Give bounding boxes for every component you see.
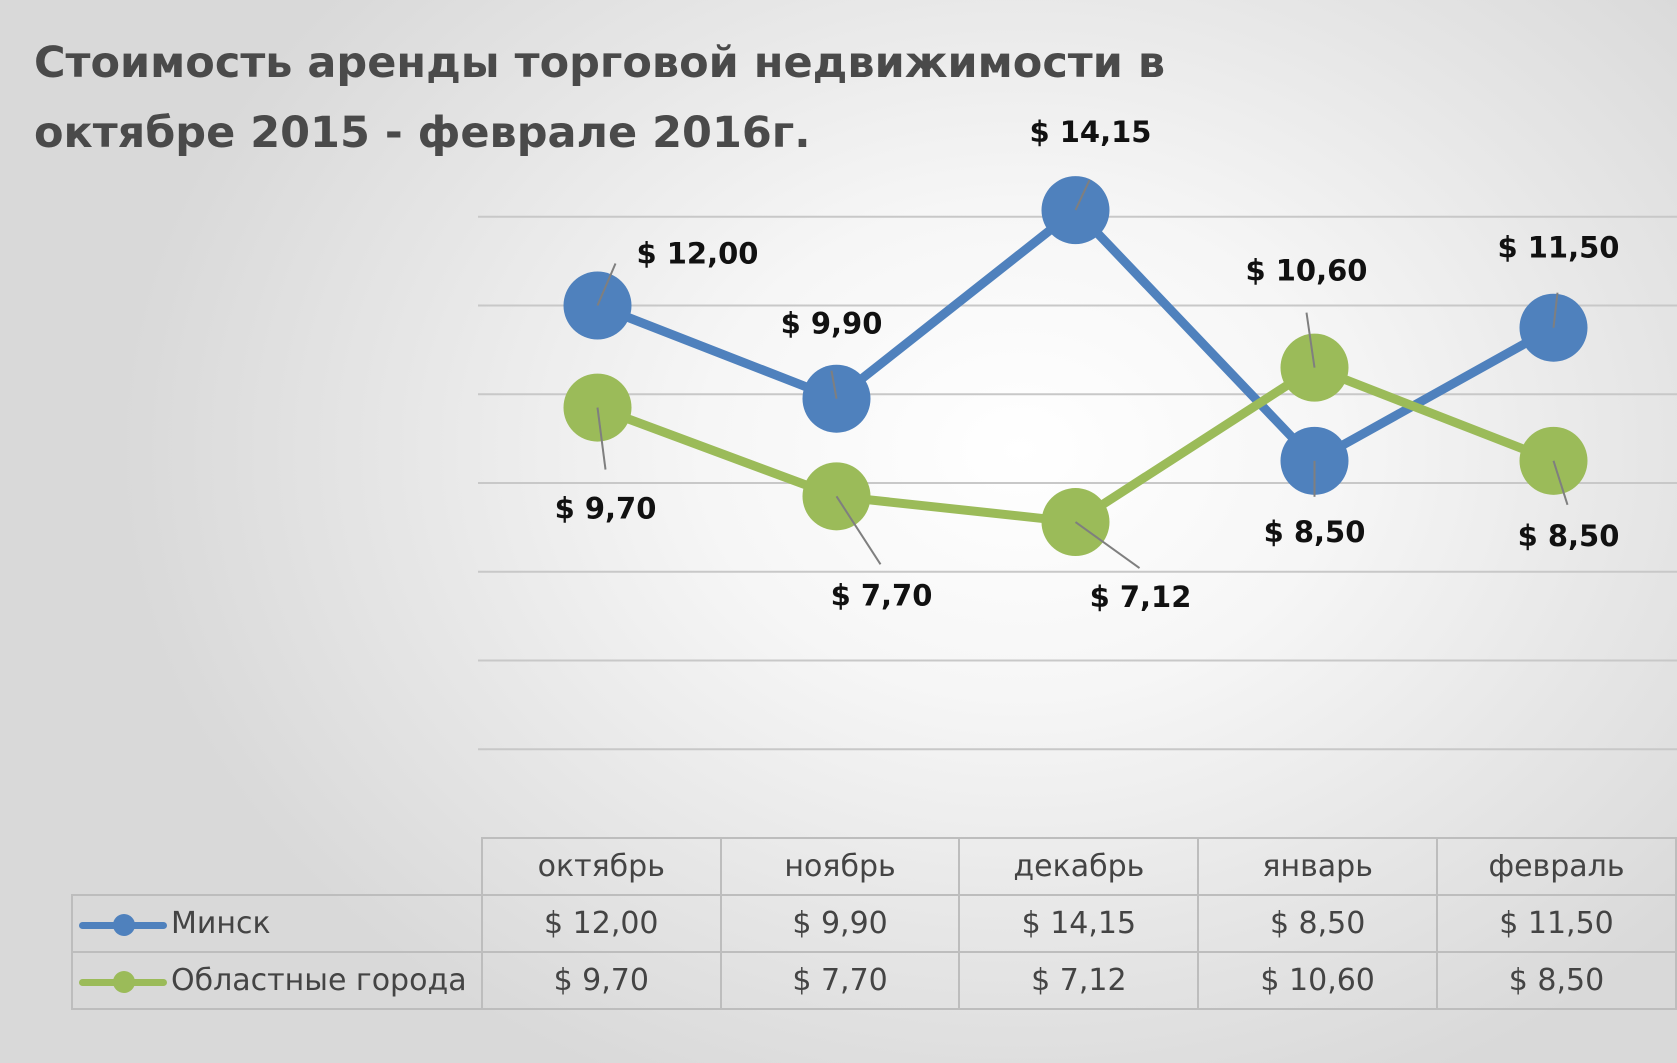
table-cell: $ 10,60 bbox=[1197, 951, 1438, 1010]
leader-line bbox=[596, 407, 607, 470]
data-label: $ 10,60 bbox=[1245, 254, 1367, 288]
category-header: ноябрь bbox=[719, 837, 961, 896]
table-cell: $ 8,50 bbox=[1197, 894, 1438, 953]
data-label: $ 14,15 bbox=[1029, 115, 1151, 149]
data-label: $ 11,50 bbox=[1497, 231, 1619, 265]
leader-line bbox=[1074, 521, 1141, 569]
leader-line bbox=[596, 263, 617, 306]
legend-key-minsk bbox=[79, 913, 167, 936]
category-header: январь bbox=[1197, 837, 1438, 896]
data-table-row: Минск $ 12,00 $ 9,90 $ 14,15 $ 8,50 $ 11… bbox=[71, 894, 1677, 953]
data-table-header-row: октябрь ноябрь декабрь январь февраль bbox=[72, 837, 1677, 896]
series-name-cell: Областные города bbox=[71, 951, 483, 1010]
table-cell: $ 7,70 bbox=[719, 951, 961, 1010]
data-label: $ 7,12 bbox=[1090, 580, 1192, 614]
leader-line bbox=[1074, 179, 1091, 211]
data-label: $ 7,70 bbox=[831, 578, 933, 612]
legend-key-regional bbox=[79, 970, 167, 993]
series-name: Минск bbox=[171, 906, 271, 941]
table-cell: $ 12,00 bbox=[480, 894, 722, 953]
series-name-cell: Минск bbox=[71, 894, 483, 953]
data-label: $ 8,50 bbox=[1264, 515, 1366, 549]
data-label: $ 8,50 bbox=[1518, 519, 1620, 553]
category-header: октябрь bbox=[480, 837, 722, 896]
data-label: $ 9,70 bbox=[555, 492, 657, 526]
data-table-corner bbox=[72, 838, 482, 895]
leader-line bbox=[1552, 460, 1569, 506]
data-table-row: Областные города $ 9,70 $ 7,70 $ 7,12 $ … bbox=[71, 951, 1677, 1010]
chart-title: Стоимость аренды торговой недвижимости в… bbox=[34, 38, 1166, 158]
table-cell: $ 9,90 bbox=[719, 894, 961, 953]
series-name: Областные города bbox=[171, 963, 467, 998]
category-header: декабрь bbox=[958, 837, 1200, 896]
leader-line bbox=[835, 495, 882, 565]
leader-line bbox=[1552, 292, 1559, 328]
data-label: $ 9,90 bbox=[781, 307, 883, 341]
table-cell: $ 7,12 bbox=[958, 951, 1200, 1010]
leader-line bbox=[1305, 312, 1316, 368]
data-label: $ 12,00 bbox=[636, 237, 758, 271]
leader-line bbox=[830, 370, 838, 399]
table-cell: $ 14,15 bbox=[958, 894, 1200, 953]
data-table: октябрь ноябрь декабрь январь февраль Ми… bbox=[71, 837, 1677, 1010]
table-cell: $ 9,70 bbox=[480, 951, 722, 1010]
category-header: февраль bbox=[1436, 837, 1677, 896]
table-cell: $ 11,50 bbox=[1436, 894, 1677, 953]
table-cell: $ 8,50 bbox=[1436, 951, 1677, 1010]
